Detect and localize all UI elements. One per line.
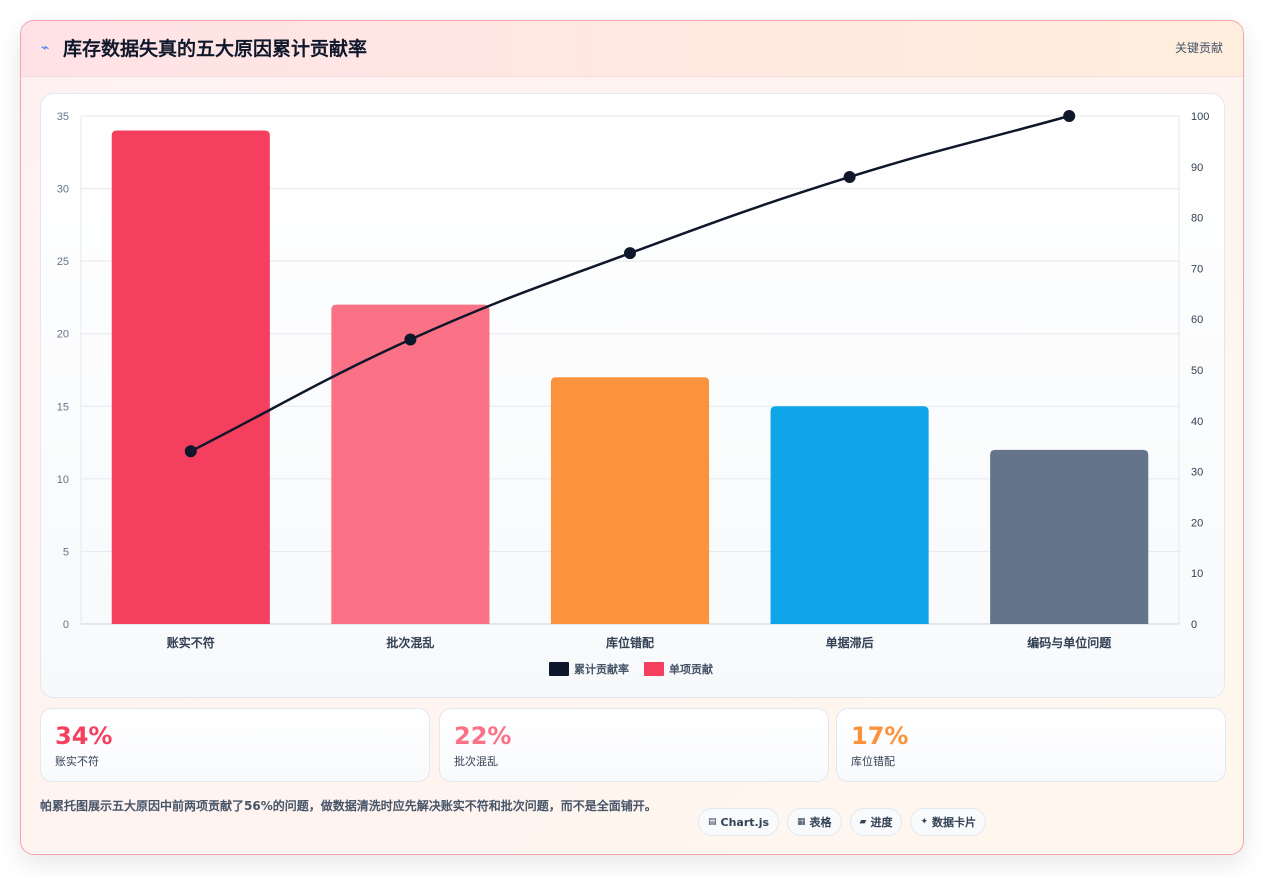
- bar-1: [111, 130, 270, 624]
- y-left-tick-label: 10: [57, 474, 69, 486]
- bar-5: [990, 449, 1149, 624]
- chart-panel: 0 5 10 15 20 25 30 35 0 10 20 30 40 50 60 70 80 90 100 账实不符…: [40, 93, 1225, 698]
- chip-label: 进度: [870, 816, 893, 829]
- chip-table[interactable]: ▦ 表格: [787, 808, 842, 836]
- x-tick-label: 账实不符: [167, 635, 215, 650]
- bar-3: [550, 377, 710, 624]
- y-left-tick-label: 25: [57, 256, 69, 268]
- y-right-tick-label: 100: [1191, 111, 1209, 123]
- y-left-tick-label: 35: [57, 111, 69, 123]
- chart-card: ⌁ 库存数据失真的五大原因累计贡献率 关键贡献 0 5 10 15 20 25 30 35 0 1…: [20, 20, 1244, 855]
- stat-value: 34%: [55, 722, 113, 750]
- y-left-tick-label: 15: [57, 401, 69, 413]
- stat-value: 22%: [454, 722, 512, 750]
- data-card-icon: ✦: [920, 817, 929, 827]
- chip-label: 数据卡片: [932, 816, 977, 829]
- y-right-tick-label: 90: [1191, 162, 1203, 174]
- legend-label-1: 累计贡献率: [574, 662, 629, 676]
- chip-progress[interactable]: ▰ 进度: [849, 808, 903, 836]
- lightning-icon: ⌁: [41, 40, 50, 56]
- stat-label: 账实不符: [55, 755, 99, 768]
- cumulative-point-3: [624, 247, 636, 260]
- key-contribution-badge: 关键贡献: [1174, 41, 1223, 55]
- cumulative-point-2: [404, 333, 417, 346]
- stat-card-2: 22% 批次混乱: [439, 708, 829, 782]
- pareto-chart: 0 5 10 15 20 25 30 35 0 10 20 30 40 50 60 70 80 90 100 账实不符…: [57, 110, 1209, 676]
- y-right-tick-label: 30: [1191, 467, 1203, 479]
- card-header: ⌁ 库存数据失真的五大原因累计贡献率 关键贡献: [21, 21, 1243, 77]
- progress-icon: ▰: [859, 817, 867, 827]
- cumulative-point-1: [184, 445, 197, 458]
- bar-2: [331, 304, 490, 624]
- tag-chips: ▤ Chart.js ▦ 表格 ▰ 进度 ✦ 数据卡片: [698, 808, 987, 836]
- y-left-tick-label: 5: [63, 546, 69, 558]
- x-tick-label: 编码与单位问题: [1026, 635, 1112, 650]
- stat-label: 库位错配: [851, 755, 895, 768]
- y-left-tick-label: 30: [57, 184, 69, 196]
- chip-label: 表格: [809, 816, 832, 829]
- cumulative-point-5: [1063, 110, 1076, 122]
- chip-chartjs[interactable]: ▤ Chart.js: [698, 808, 780, 836]
- y-right-tick-label: 50: [1191, 365, 1203, 377]
- y-left-tick-label: 20: [57, 329, 69, 341]
- stat-value: 17%: [851, 722, 909, 750]
- y-right-tick-label: 20: [1191, 517, 1203, 529]
- stat-label: 批次混乱: [454, 755, 498, 768]
- y-right-tick-label: 0: [1191, 619, 1197, 631]
- chip-label: Chart.js: [720, 815, 770, 829]
- cumulative-point-4: [843, 170, 856, 183]
- y-right-tick-label: 60: [1191, 314, 1203, 326]
- bar-4: [770, 406, 929, 624]
- y-right-tick-label: 40: [1191, 416, 1203, 428]
- table-icon: ▦: [797, 817, 806, 827]
- stat-card-3: 17% 库位错配: [836, 708, 1226, 782]
- chip-data-card[interactable]: ✦ 数据卡片: [910, 808, 987, 836]
- chart-icon: ▤: [708, 817, 717, 827]
- x-tick-label: 库位错配: [606, 635, 654, 650]
- x-tick-label: 批次混乱: [386, 635, 434, 650]
- legend-swatch-2: [644, 662, 664, 676]
- stat-card-1: 34% 账实不符: [40, 708, 430, 782]
- y-left-tick-label: 0: [63, 619, 69, 631]
- y-right-tick-label: 70: [1191, 263, 1203, 275]
- y-right-tick-label: 80: [1191, 213, 1203, 225]
- legend-swatch-1: [549, 662, 569, 676]
- legend-label-2: 单项贡献: [669, 662, 713, 676]
- insight-text: 帕累托图展示五大原因中前两项贡献了56%的问题，做数据清洗时应先解决账实不符和批…: [40, 799, 657, 813]
- chart-title: 库存数据失真的五大原因累计贡献率: [63, 38, 368, 60]
- x-tick-label: 单据滞后: [826, 635, 874, 650]
- y-right-tick-label: 10: [1191, 568, 1203, 580]
